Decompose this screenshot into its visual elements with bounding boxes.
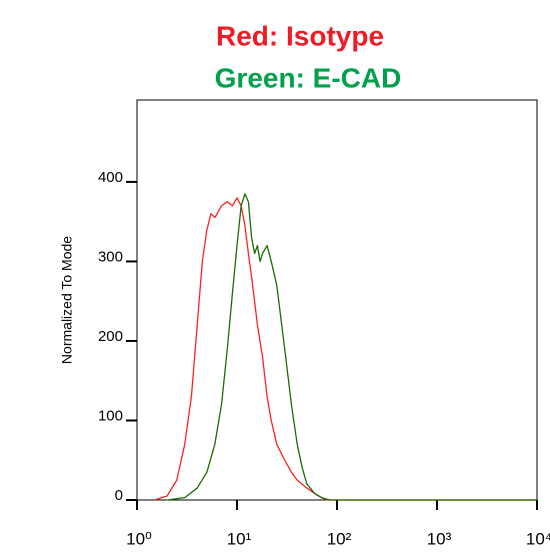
y-tick-label: 200: [98, 328, 123, 345]
x-tick-label: 10⁴: [526, 529, 550, 548]
y-tick-label: 0: [115, 487, 123, 504]
x-tick-label: 10¹: [227, 529, 252, 548]
y-tick-label: 400: [98, 169, 123, 186]
chart-title: Red: Isotype: [216, 20, 384, 51]
y-tick-label: 300: [98, 248, 123, 265]
plot-frame: [136, 99, 538, 501]
histogram-line: [154, 197, 537, 501]
x-tick-label: 10⁰: [126, 529, 152, 548]
y-axis-label: Normalized To Mode: [59, 236, 75, 364]
y-tick-label: 100: [98, 407, 123, 424]
chart-subtitle: Green: E-CAD: [215, 62, 402, 93]
x-tick-label: 10²: [327, 529, 352, 548]
x-tick-label: 10³: [427, 529, 452, 548]
histogram-line: [167, 193, 537, 501]
